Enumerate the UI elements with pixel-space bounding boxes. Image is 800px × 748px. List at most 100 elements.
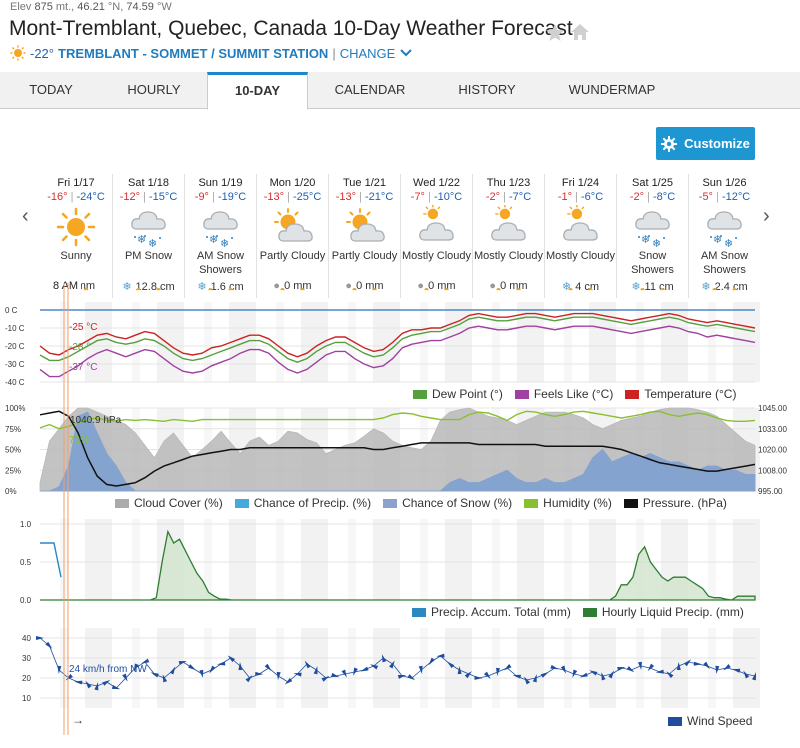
home-icon[interactable] — [570, 22, 590, 42]
precip-chance-area — [40, 411, 756, 492]
day-name: Sun 1/26 — [702, 177, 747, 189]
dawn-band — [564, 519, 572, 600]
prev-arrow-icon[interactable]: ‹ — [22, 205, 29, 227]
legend-dew-point[interactable]: Dew Point (°) — [413, 387, 503, 401]
night-band — [373, 302, 400, 382]
legend-wind-speed[interactable]: Wind Speed — [668, 714, 752, 728]
tab-calendar[interactable]: CALENDAR — [334, 82, 406, 97]
tab-wundermap[interactable]: WUNDERMAP — [568, 82, 656, 97]
wind-arrow — [655, 669, 664, 674]
night-band — [589, 302, 616, 382]
day-condition: Snow Showers — [631, 250, 674, 276]
day-card[interactable]: Sat 1/18 -12° | -15°C ❄ ❄ PM Snow ❄ 12.8 cm ◓◓ — [112, 174, 184, 298]
dawn-band — [492, 302, 500, 382]
day-card[interactable]: Wed 1/22 -7° | -10°C Mostly Cloudy ● 0 mm ◓◓ — [400, 174, 472, 298]
snowflake-icon: ❄ — [701, 281, 711, 293]
y-tick-label: 1.0 — [20, 520, 32, 529]
favorite-star-icon[interactable] — [545, 23, 565, 43]
night-band — [733, 628, 760, 708]
y2-tick-label: 1020.00 — [758, 446, 787, 455]
chevron-down-icon[interactable] — [399, 48, 413, 58]
tab-history[interactable]: HISTORY — [458, 82, 516, 97]
dawn-band — [492, 519, 500, 600]
page-title: Mont-Tremblant, Quebec, Canada 10-Day We… — [9, 17, 573, 40]
customize-button[interactable]: Customize — [656, 127, 755, 160]
dawn-band — [492, 628, 500, 708]
sun-icon — [10, 45, 26, 61]
day-card[interactable]: Fri 1/24 -1° | -6°C Mostly Cloudy ❄ 4 cm ◓◓ — [544, 174, 616, 298]
wind-arrow — [370, 664, 379, 670]
night-band — [301, 302, 328, 382]
day-card[interactable]: Thu 1/23 -2° | -7°C Mostly Cloudy ● 0 mm ◓◓ — [472, 174, 544, 298]
snow-icon: ❄ ❄ — [130, 210, 166, 249]
wind-arrow — [360, 666, 369, 672]
dawn-band — [420, 302, 428, 382]
change-station-link[interactable]: CHANGE — [339, 45, 396, 61]
legend-cloud-cover[interactable]: Cloud Cover (%) — [115, 496, 223, 510]
mostly-cloudy-icon — [418, 204, 454, 241]
sun-moon-icons: ◓◓ — [279, 285, 320, 296]
sun-moon-icons: ◓◓ — [567, 285, 608, 296]
snow-icon: ❄ ❄ — [202, 210, 238, 249]
dawn-band — [348, 519, 356, 600]
legend-chance-snow[interactable]: Chance of Snow (%) — [383, 496, 512, 510]
tab-hourly[interactable]: HOURLY — [127, 82, 181, 97]
raindrop-icon: ● — [489, 280, 497, 292]
dawn-band — [132, 408, 140, 491]
day-card[interactable]: Mon 1/20 -13° | -25°C Partly Cloudy ● 0 mm ◓◓ — [256, 174, 328, 298]
accum-line — [40, 542, 62, 578]
day-low: -21°C — [365, 191, 394, 203]
legend-humidity[interactable]: Humidity (%) — [524, 496, 612, 510]
dawn-band — [204, 628, 212, 708]
night-band — [301, 519, 328, 600]
wind-arrow — [293, 672, 302, 677]
wind-arrow — [85, 680, 92, 689]
legend-hourly-precip[interactable]: Hourly Liquid Precip. (mm) — [582, 605, 744, 619]
y-tick-label: 20 — [22, 674, 31, 683]
legend-pressure[interactable]: Pressure. (hPa) — [623, 496, 727, 510]
wind-arrow — [341, 669, 347, 678]
next-arrow-icon[interactable]: › — [763, 205, 770, 227]
legend-precip-accum[interactable]: Precip. Accum. Total (mm) — [412, 605, 571, 619]
day-condition: Mostly Cloudy — [545, 250, 616, 262]
wind-arrow — [601, 672, 606, 681]
wind-arrow — [637, 661, 642, 670]
tab-10-day[interactable]: 10-DAY — [207, 72, 308, 110]
legend-temperature[interactable]: Temperature (°C) — [625, 387, 736, 401]
night-band — [85, 628, 112, 708]
day-precip-value: 0 mm — [428, 280, 456, 292]
day-high: -1° — [557, 191, 573, 203]
day-card[interactable]: Sun 1/26 -5° | -12°C ❄ ❄ AM Snow Showers ❄ 2.4… — [688, 174, 760, 298]
hourly-precip-area — [40, 529, 756, 601]
day-low: -25°C — [293, 191, 322, 203]
snowflake-icon: ❄ — [631, 281, 641, 293]
tab-today[interactable]: TODAY — [29, 82, 73, 97]
legend-feels-like[interactable]: Feels Like (°C) — [514, 387, 613, 401]
raindrop-icon: ● — [345, 280, 353, 292]
legend-chance-precip[interactable]: Chance of Precip. (%) — [234, 496, 371, 510]
series-line — [39, 316, 756, 363]
dawn-band — [204, 302, 212, 382]
temperature-chart: 0 C -10 C -20 C -30 C -40 C -25 °C -28 ° -37 °C — [5, 302, 760, 387]
day-card[interactable]: Tue 1/21 -13° | -21°C Partly Cloudy ● 0 mm ◓◓ — [328, 174, 400, 298]
wind-arrow — [579, 672, 588, 678]
wind-arrow — [284, 677, 293, 685]
day-card[interactable]: Sun 1/19 -9° | -19°C ❄ ❄ AM Snow Showers ❄ 1.6… — [184, 174, 256, 298]
night-band — [517, 408, 544, 491]
station-name[interactable]: TREMBLANT - SOMMET / SUMMIT STATION — [58, 45, 329, 61]
sun-moon-icons: ◓◓ — [711, 285, 752, 296]
night-band — [85, 408, 112, 491]
wind-arrow — [389, 660, 395, 669]
wind-arrow — [464, 671, 472, 679]
wind-arrow — [647, 663, 655, 672]
day-card[interactable]: Sat 1/25 -2° | -8°C ❄ ❄ Snow Showers ❄ 11 cm ◓◓ — [616, 174, 688, 298]
svg-text:❄: ❄ — [137, 234, 146, 246]
day-low: -10°C — [433, 191, 463, 203]
temperature-readout: -25 °C — [69, 322, 97, 333]
wind-arrow — [313, 666, 318, 675]
scroll-arrow-icon[interactable]: → — [72, 713, 84, 727]
wind-arrow — [65, 673, 73, 681]
wind-arrow — [693, 661, 702, 666]
wind-arrow — [560, 665, 567, 674]
